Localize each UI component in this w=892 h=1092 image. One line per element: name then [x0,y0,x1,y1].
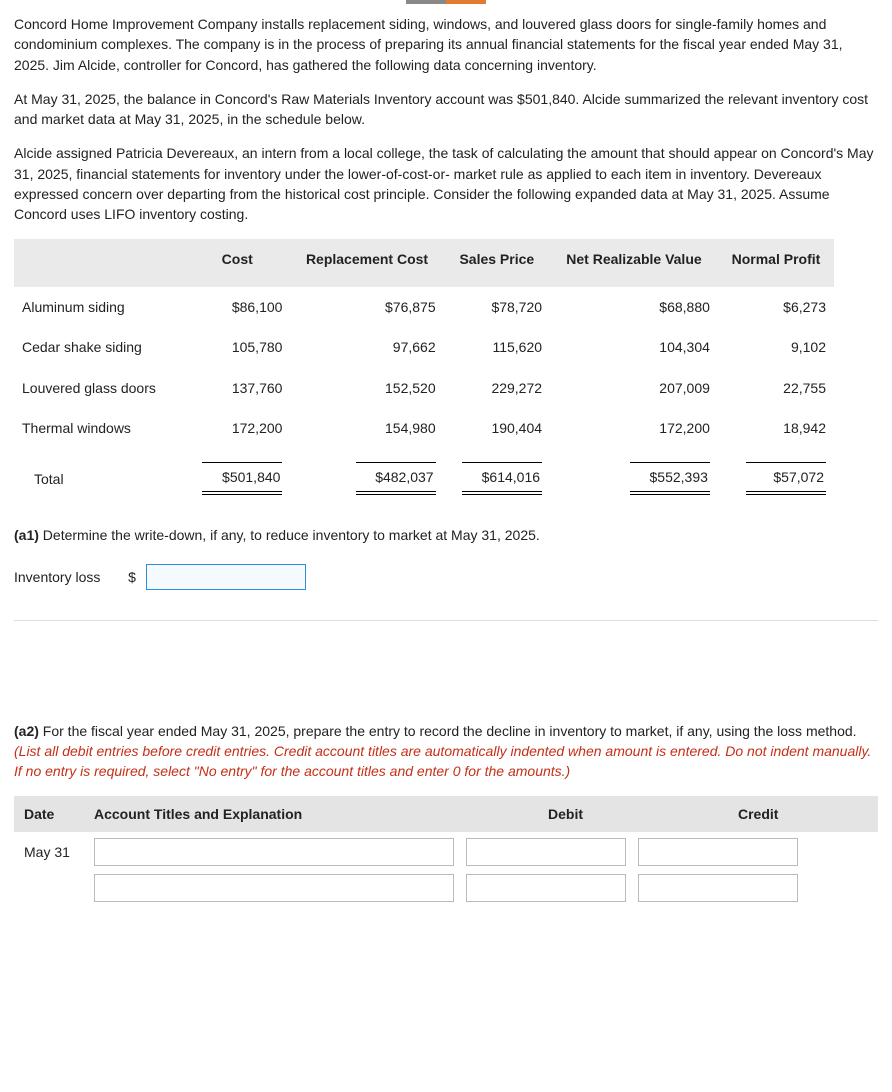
journal-date: May 31 [24,842,82,862]
intro-paragraph-2: At May 31, 2025, the balance in Concord'… [14,89,878,130]
a1-prompt: (a1) Determine the write-down, if any, t… [14,525,878,545]
inventory-loss-label: Inventory loss [14,567,100,587]
row-label: Cedar shake siding [14,327,184,367]
jh-date: Date [24,804,94,824]
cell-cost: 137,760 [184,368,290,408]
table-row: Louvered glass doors 137,760 152,520 229… [14,368,834,408]
total-np: $57,072 [718,448,834,505]
cell-np: 9,102 [718,327,834,367]
table-total-row: Total $501,840 $482,037 $614,016 $552,39… [14,448,834,505]
credit-input-1[interactable] [638,838,798,866]
a1-answer-row: Inventory loss $ [14,564,878,590]
cell-repl: 154,980 [290,408,443,448]
a2-prefix: (a2) [14,723,39,739]
intro-paragraph-3: Alcide assigned Patricia Devereaux, an i… [14,143,878,224]
table-row: Thermal windows 172,200 154,980 190,404 … [14,408,834,448]
row-label: Thermal windows [14,408,184,448]
credit-input-2[interactable] [638,874,798,902]
debit-input-1[interactable] [466,838,626,866]
a2-prompt: (a2) For the fiscal year ended May 31, 2… [14,721,878,782]
cell-np: 22,755 [718,368,834,408]
cell-nrv: 104,304 [550,327,718,367]
account-title-input-2[interactable] [94,874,454,902]
cell-cost: 105,780 [184,327,290,367]
section-divider [14,620,878,621]
col-item [14,239,184,287]
col-normal-profit: Normal Profit [718,239,834,287]
total-sales: $614,016 [444,448,550,505]
journal-row-1: May 31 [14,832,878,868]
total-nrv: $552,393 [550,448,718,505]
intro-paragraph-1: Concord Home Improvement Company install… [14,14,878,75]
cell-cost: 172,200 [184,408,290,448]
cell-repl: $76,875 [290,287,443,327]
top-accent [406,0,486,4]
table-row: Aluminum siding $86,100 $76,875 $78,720 … [14,287,834,327]
jh-acct: Account Titles and Explanation [94,804,528,824]
cell-cost: $86,100 [184,287,290,327]
account-title-input-1[interactable] [94,838,454,866]
a1-text: Determine the write-down, if any, to red… [39,527,540,543]
a2-red-instruction: (List all debit entries before credit en… [14,743,871,779]
row-label: Louvered glass doors [14,368,184,408]
col-cost: Cost [184,239,290,287]
table-row: Cedar shake siding 105,780 97,662 115,62… [14,327,834,367]
cell-np: 18,942 [718,408,834,448]
table-header-row: Cost Replacement Cost Sales Price Net Re… [14,239,834,287]
cell-sales: 229,272 [444,368,550,408]
debit-input-2[interactable] [466,874,626,902]
jh-credit: Credit [698,804,868,824]
col-sales-price: Sales Price [444,239,550,287]
journal-row-2 [14,868,878,904]
inventory-table: Cost Replacement Cost Sales Price Net Re… [14,239,834,506]
jh-debit: Debit [528,804,698,824]
total-label: Total [14,448,184,505]
journal-header: Date Account Titles and Explanation Debi… [14,796,878,832]
cell-nrv: 207,009 [550,368,718,408]
col-replacement-cost: Replacement Cost [290,239,443,287]
total-repl: $482,037 [290,448,443,505]
cell-sales: $78,720 [444,287,550,327]
cell-repl: 152,520 [290,368,443,408]
cell-np: $6,273 [718,287,834,327]
currency-symbol: $ [128,567,136,587]
cell-sales: 115,620 [444,327,550,367]
cell-sales: 190,404 [444,408,550,448]
a2-text-body: For the fiscal year ended May 31, 2025, … [39,723,857,739]
col-nrv: Net Realizable Value [550,239,718,287]
cell-nrv: 172,200 [550,408,718,448]
total-cost: $501,840 [184,448,290,505]
inventory-loss-input[interactable] [146,564,306,590]
cell-nrv: $68,880 [550,287,718,327]
cell-repl: 97,662 [290,327,443,367]
row-label: Aluminum siding [14,287,184,327]
a1-prefix: (a1) [14,527,39,543]
